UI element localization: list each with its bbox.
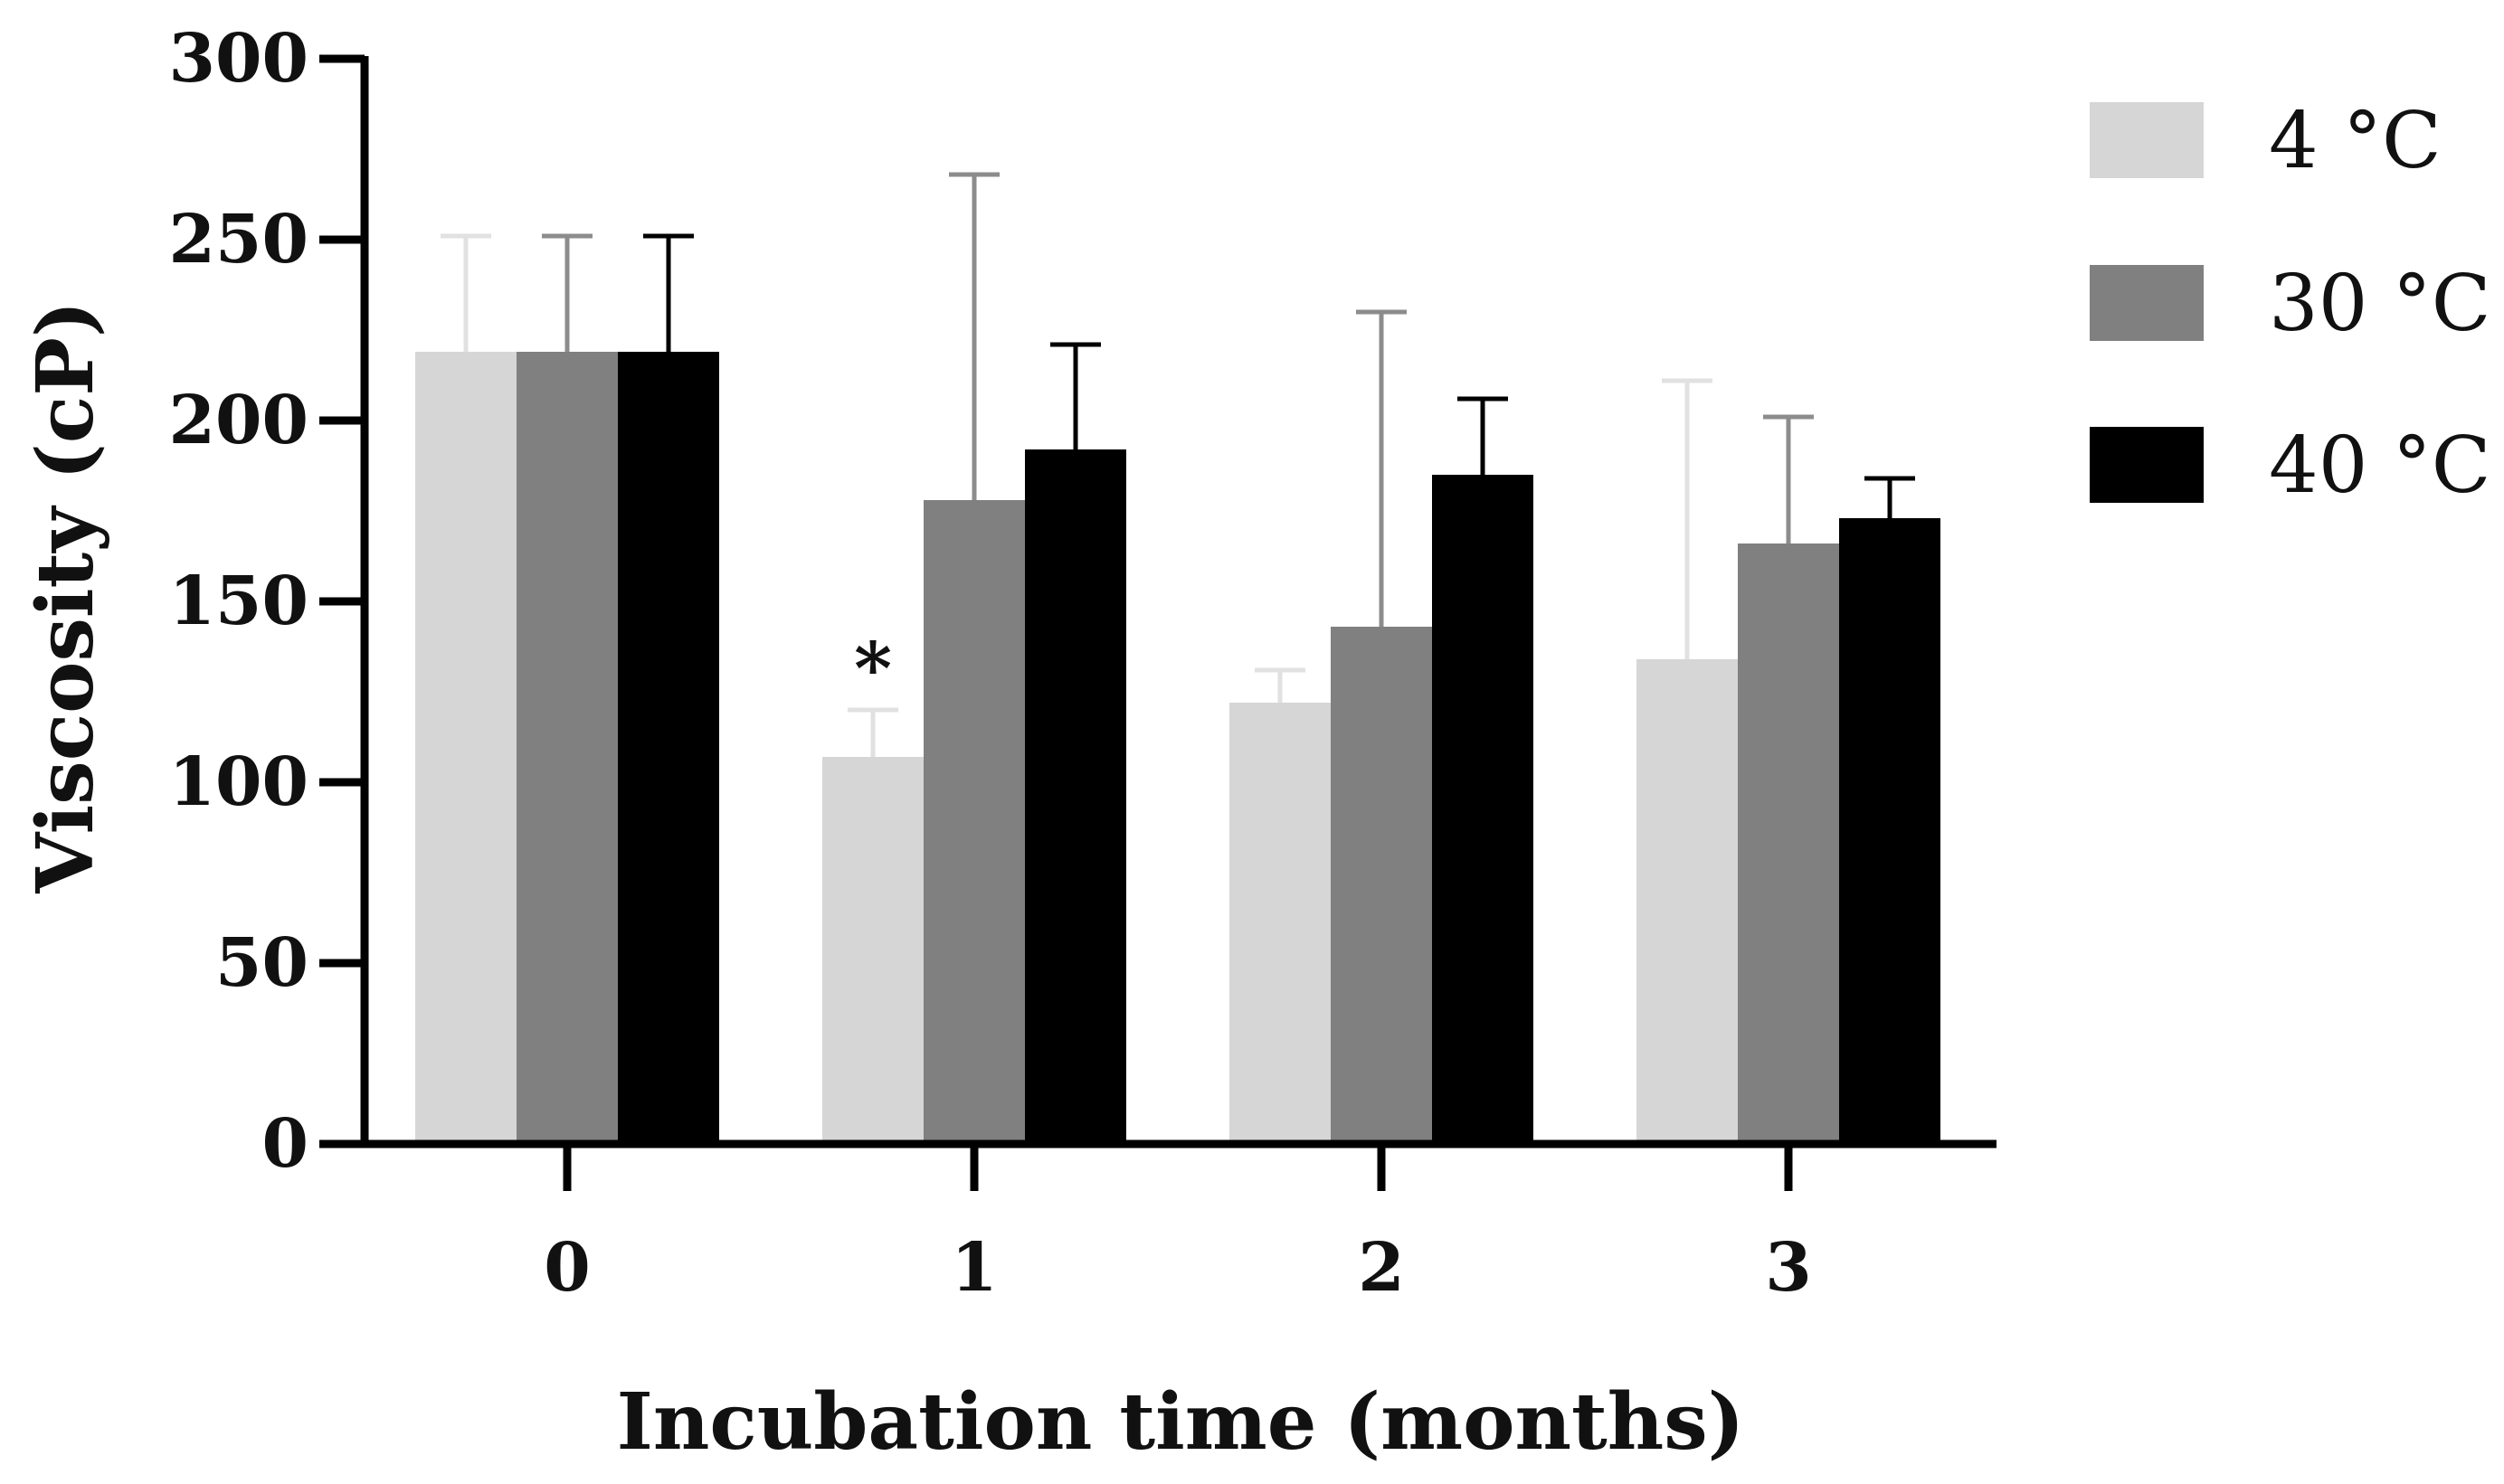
legend-label-2: 30 °C [2269,259,2491,349]
bar-1-s1 [822,757,924,1144]
legend-label-3: 40 °C [2269,421,2491,511]
legend-swatch-2 [2090,265,2204,341]
labels-layer: * 0 50 100 150 200 250 300 0 1 2 3 Incubation time (… [20,20,1812,1468]
bar-3-s3 [1839,518,1940,1144]
bar-2-s1 [1229,703,1331,1144]
legend: 4 °C 30 °C 40 °C [2090,96,2491,511]
y-tick-label-200: 200 [169,382,308,459]
y-tick-label-250: 250 [169,201,308,279]
bar-3-s2 [1738,544,1839,1144]
bar-2-s2 [1331,627,1432,1144]
legend-item-1: 4 °C [2090,96,2442,186]
bar-1-s2 [924,500,1025,1144]
bar-2-s3 [1432,475,1533,1144]
x-tick-label-2: 2 [1358,1229,1405,1307]
bar-0-s2 [517,352,618,1144]
y-tick-label-150: 150 [169,562,308,640]
bars-layer [415,172,1940,1144]
legend-swatch-3 [2090,427,2204,503]
x-tick-label-0: 0 [544,1229,591,1307]
legend-item-3: 40 °C [2090,421,2491,511]
y-tick-label-0: 0 [262,1105,309,1183]
significance-marker: * [854,626,892,711]
x-axis-title: Incubation time (months) [617,1376,1745,1468]
bar-1-s3 [1025,449,1126,1144]
axes-layer [319,54,1997,1191]
y-tick-label-300: 300 [169,20,308,98]
legend-item-2: 30 °C [2090,259,2491,349]
y-axis-title: Viscosity (cP) [20,300,111,893]
bar-0-s3 [618,352,719,1144]
legend-label-1: 4 °C [2269,96,2442,186]
y-tick-label-50: 50 [215,924,308,1002]
x-tick-label-3: 3 [1765,1229,1812,1307]
bar-0-s1 [415,352,517,1144]
legend-swatch-1 [2090,102,2204,178]
y-tick-label-100: 100 [169,743,308,821]
x-tick-label-1: 1 [951,1229,998,1307]
bar-3-s1 [1636,659,1738,1144]
